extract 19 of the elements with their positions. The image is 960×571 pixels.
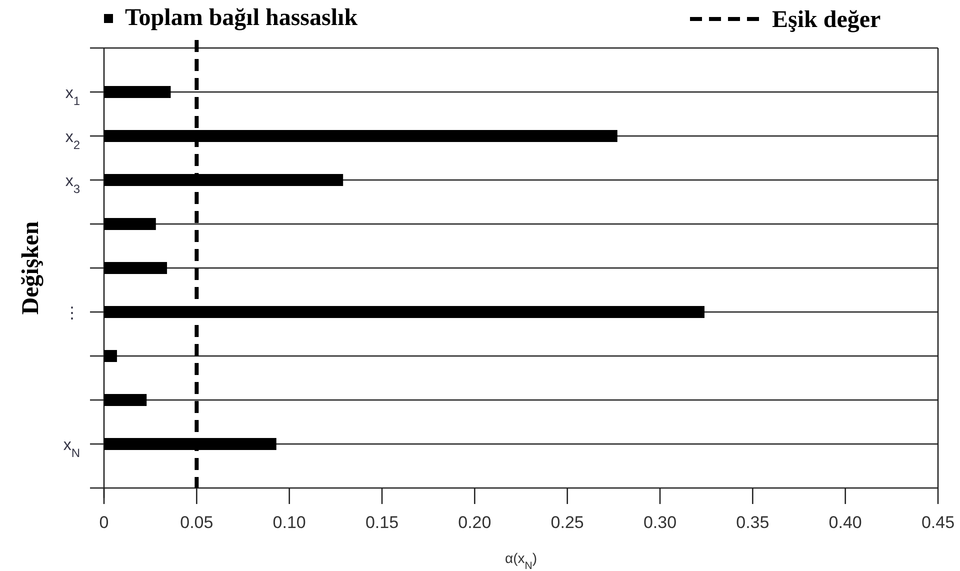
x-tick-label: 0.25 — [550, 513, 584, 532]
x-tick-label: 0.15 — [365, 513, 399, 532]
x-tick-label: 0.30 — [643, 513, 677, 532]
x-tick-label: 0.10 — [272, 513, 306, 532]
x-tick-label: 0.45 — [921, 513, 955, 532]
y-tick-label: x$_{N}$ — [63, 437, 80, 460]
x-tick-label: 0.05 — [180, 513, 214, 532]
x-tick-label: 0.40 — [828, 513, 862, 532]
x-tick-label: 0.20 — [458, 513, 492, 532]
x-axis-title: α(x$_{N}$) — [504, 550, 538, 571]
legend-label: Toplam bağıl hassaslık — [125, 5, 358, 31]
legend-label: Eşik değer — [772, 7, 882, 33]
y-axis-title: Değişken — [18, 221, 44, 315]
y-tick-label: ⋮ — [64, 305, 80, 322]
y-tick-label: x$_{1}$ — [65, 85, 80, 108]
y-tick-label: x$_{2}$ — [65, 129, 80, 152]
x-tick-label: 0 — [99, 513, 109, 532]
y-tick-label: x$_{3}$ — [65, 173, 80, 196]
x-tick-label: 0.35 — [736, 513, 770, 532]
